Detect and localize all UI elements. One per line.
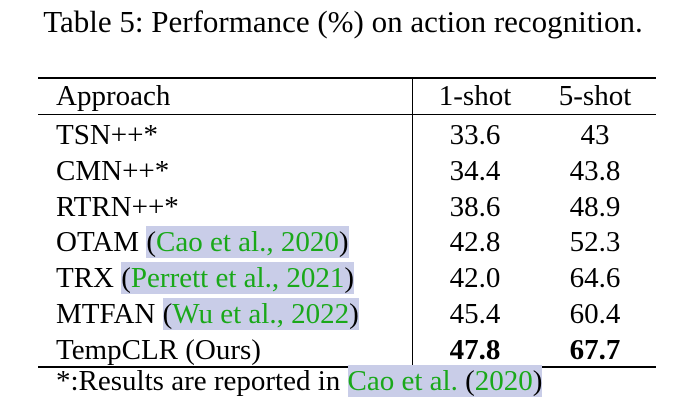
method-name: MTFAN <box>56 298 156 330</box>
five-shot-value: 48.9 <box>569 190 621 223</box>
approach-cell: TSN++* <box>56 117 158 153</box>
method-name: OTAM <box>56 226 140 259</box>
approach-cell: TempCLR (Ours) <box>56 332 261 368</box>
header-row: Approach 1-shot 5-shot <box>38 78 656 114</box>
one-shot-value: 47.8 <box>449 333 501 366</box>
method-name: CMN++* <box>56 154 170 187</box>
table-row: OTAM (Cao et al., 2020) 42.8 52.3 <box>38 224 656 260</box>
table-caption: Table 5: Performance (%) on action recog… <box>43 4 643 39</box>
five-shot-value: 52.3 <box>569 226 621 259</box>
method-name: TSN++* <box>56 119 158 151</box>
method-name: TempCLR (Ours) <box>56 333 261 366</box>
header-rule <box>38 114 656 115</box>
method-name: TRX <box>56 262 114 295</box>
table-row: TSN++* 33.6 43 <box>38 117 656 153</box>
citation-year: 2022 <box>291 298 350 330</box>
approach-cell: MTFAN (Wu et al., 2022) <box>56 296 359 332</box>
table-row: TRX (Perrett et al., 2021) 42.0 64.6 <box>38 260 656 296</box>
table-row: MTFAN (Wu et al., 2022) 45.4 60.4 <box>38 296 656 332</box>
one-shot-value: 34.4 <box>449 154 501 187</box>
five-shot-value: 43.8 <box>569 154 621 187</box>
citation-link[interactable]: (Cao et al., 2020) <box>146 226 349 259</box>
table-row: TempCLR (Ours) 47.8 67.7 <box>38 332 656 368</box>
five-shot-value: 64.6 <box>569 262 621 295</box>
header-1-shot: 1-shot <box>438 80 512 112</box>
one-shot-value: 42.8 <box>449 226 501 259</box>
footnote-citation-authors: Cao et al. <box>347 365 458 397</box>
approach-cell: OTAM (Cao et al., 2020) <box>56 224 349 260</box>
bottom-rule <box>38 366 656 368</box>
citation-link[interactable]: (Perrett et al., 2021) <box>121 262 355 295</box>
one-shot-value: 45.4 <box>449 298 501 330</box>
method-name: RTRN++* <box>56 190 179 223</box>
header-approach: Approach <box>56 80 171 112</box>
citation-authors: Wu et al., <box>172 298 292 330</box>
five-shot-value: 60.4 <box>569 298 621 330</box>
header-5-shot: 5-shot <box>558 80 632 112</box>
citation-authors: Perrett et al., <box>130 262 287 295</box>
table-footnote: *:Results are reported in Cao et al. (20… <box>56 363 543 399</box>
citation-year: 2021 <box>286 262 345 295</box>
table-row: CMN++* 34.4 43.8 <box>38 153 656 189</box>
approach-cell: CMN++* <box>56 153 169 189</box>
one-shot-value: 33.6 <box>449 119 501 151</box>
table-row: RTRN++* 38.6 48.9 <box>38 189 656 225</box>
one-shot-value: 38.6 <box>449 190 501 223</box>
citation-authors: Cao et al., <box>156 226 281 259</box>
five-shot-value: 43 <box>580 119 610 151</box>
five-shot-value: 67.7 <box>569 333 621 366</box>
one-shot-value: 42.0 <box>449 262 501 295</box>
top-rule <box>38 77 656 79</box>
citation-year: 2020 <box>280 226 339 259</box>
approach-cell: RTRN++* <box>56 189 179 225</box>
approach-cell: TRX (Perrett et al., 2021) <box>56 260 355 296</box>
footnote-citation[interactable]: Cao et al. (2020) <box>347 365 543 397</box>
column-separator <box>412 77 413 366</box>
footnote-citation-year: 2020 <box>474 365 533 397</box>
footnote-text: *:Results are reported in <box>56 365 348 397</box>
citation-link[interactable]: (Wu et al., 2022) <box>162 298 359 330</box>
